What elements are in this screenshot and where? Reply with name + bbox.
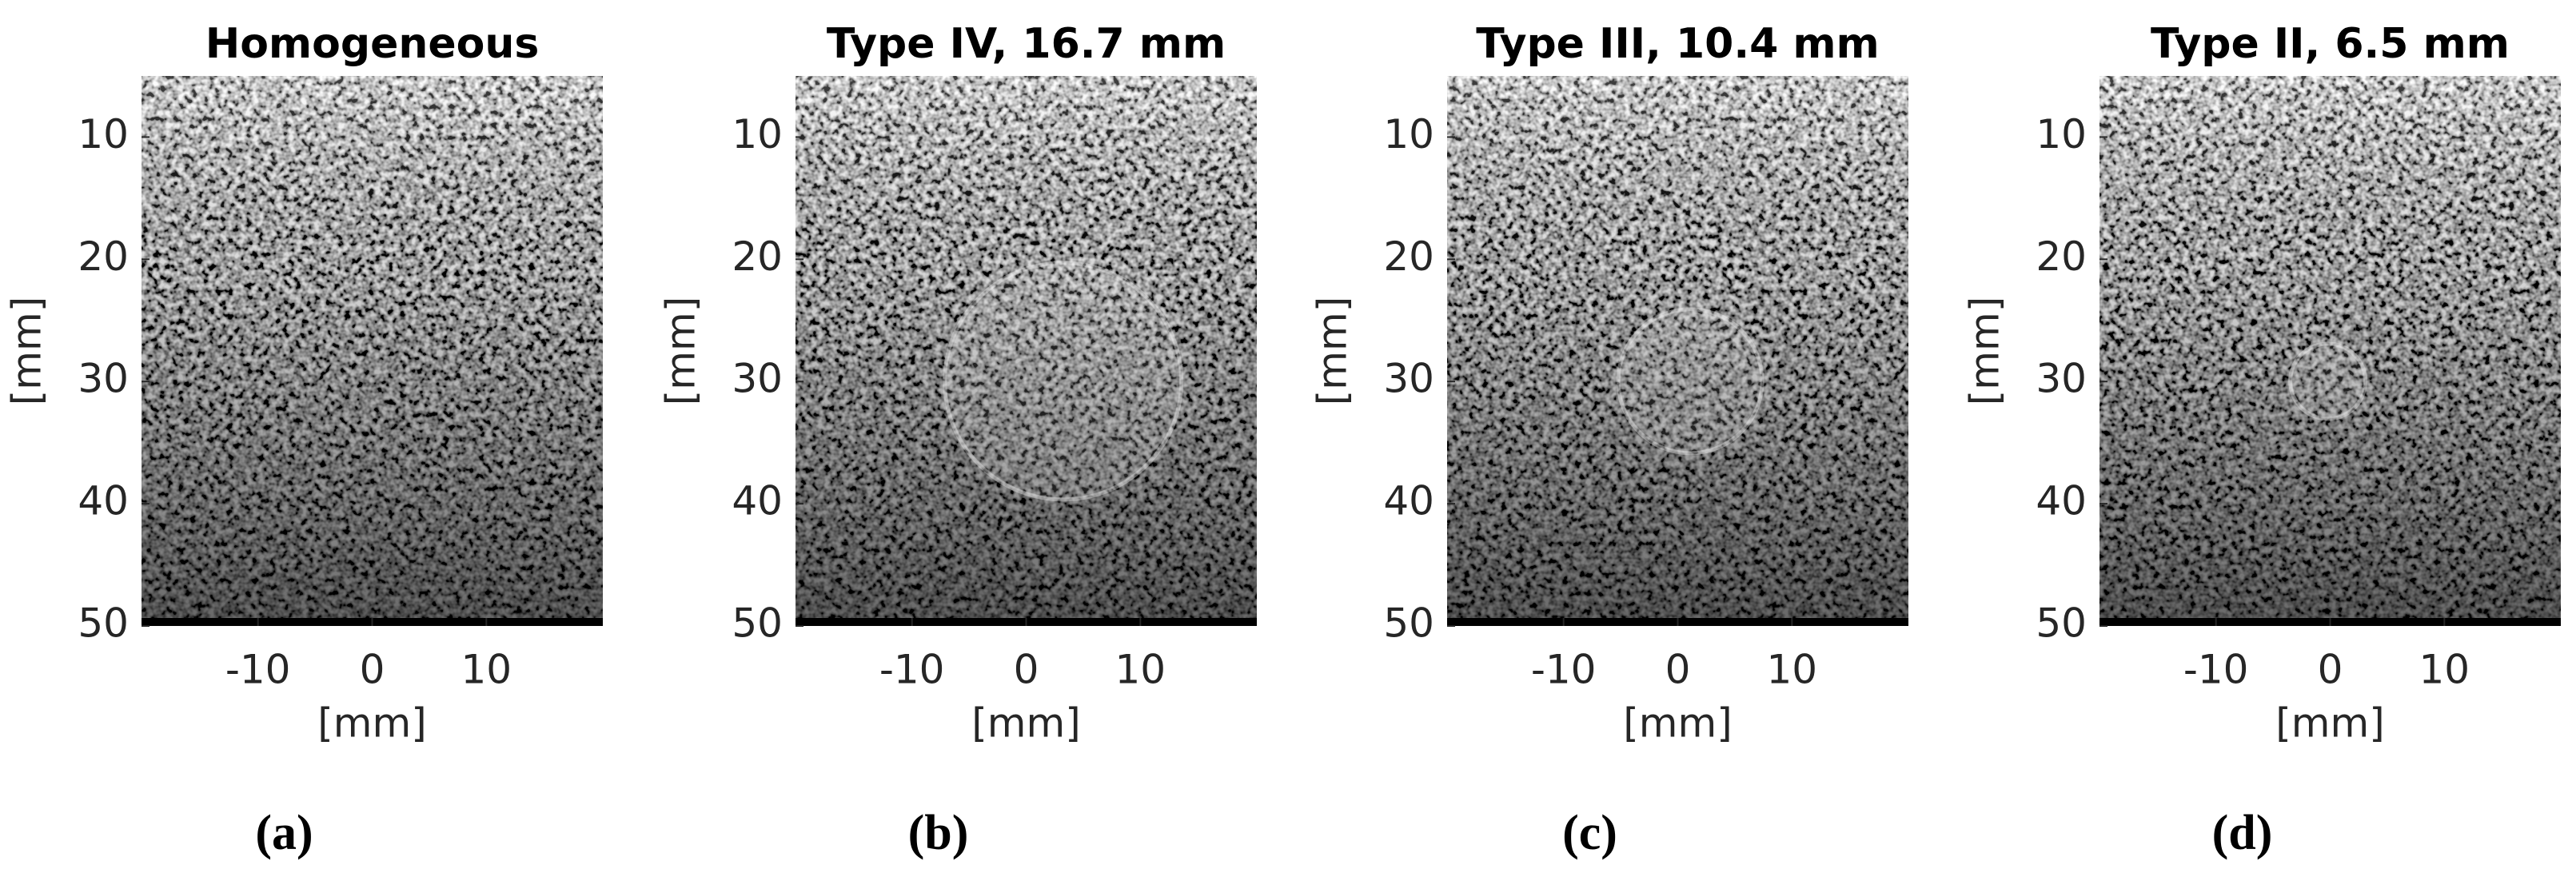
x-tick-label: 10 <box>1767 647 1818 693</box>
x-tick-label: 10 <box>461 647 512 693</box>
y-axis-label: [mm] <box>4 297 50 405</box>
y-axis-label: [mm] <box>1962 297 2008 405</box>
x-axis-label: [mm] <box>1623 700 1732 747</box>
x-tick-label: 10 <box>2419 647 2470 693</box>
y-tick-label: 30 <box>2036 356 2087 402</box>
panel: Homogeneous -10 0 10 10 20 30 40 50 [mm] [mm] (a) <box>4 20 603 860</box>
panel-title: Type IV, 16.7 mm <box>827 20 1226 68</box>
x-tick-label: 0 <box>1665 647 1691 693</box>
x-axis-label: [mm] <box>2275 700 2384 747</box>
y-tick-label: 20 <box>1383 233 1434 280</box>
y-axis-label: [mm] <box>1310 297 1356 405</box>
y-tick-label: 40 <box>1383 478 1434 524</box>
panel-title: Type III, 10.4 mm <box>1476 20 1879 68</box>
panel-title: Type II, 6.5 mm <box>2151 20 2510 68</box>
y-tick-label: 50 <box>2036 600 2087 647</box>
x-axis-label: [mm] <box>317 700 426 747</box>
depth-shading <box>1447 76 1908 626</box>
y-tick-label: 20 <box>732 233 783 280</box>
y-tick-label: 50 <box>1383 600 1434 647</box>
y-tick-label: 40 <box>732 478 783 524</box>
y-tick-label: 30 <box>1383 356 1434 402</box>
panel: Type III, 10.4 mm -10 0 10 10 20 30 40 50 [mm] [mm… <box>1310 20 1908 860</box>
x-tick-label: -10 <box>879 647 945 693</box>
inclusion <box>943 261 1184 502</box>
depth-shading <box>796 76 1257 626</box>
y-tick-label: 20 <box>2036 233 2087 280</box>
panel-caption: (c) <box>1562 806 1617 860</box>
y-tick-label: 10 <box>732 111 783 157</box>
inclusion <box>1616 307 1765 456</box>
panel-caption: (a) <box>255 806 313 860</box>
x-tick-label: -10 <box>2183 647 2249 693</box>
y-tick-label: 40 <box>78 478 129 524</box>
y-tick-label: 50 <box>732 600 783 647</box>
y-tick-label: 50 <box>78 600 129 647</box>
depth-shading <box>2099 76 2561 626</box>
x-tick-label: 10 <box>1115 647 1166 693</box>
x-tick-label: 0 <box>2318 647 2343 693</box>
y-tick-label: 30 <box>78 356 129 402</box>
x-tick-label: 0 <box>360 647 385 693</box>
x-tick-label: -10 <box>225 647 291 693</box>
y-axis-label: [mm] <box>658 297 704 405</box>
x-tick-label: -10 <box>1531 647 1597 693</box>
panel-caption: (d) <box>2212 806 2273 860</box>
panel-title: Homogeneous <box>205 20 540 68</box>
y-tick-label: 10 <box>2036 111 2087 157</box>
inclusion <box>2288 341 2368 421</box>
depth-shading <box>142 76 603 626</box>
y-tick-label: 40 <box>2036 478 2087 524</box>
y-tick-label: 30 <box>732 356 783 402</box>
y-tick-label: 10 <box>78 111 129 157</box>
y-tick-label: 20 <box>78 233 129 280</box>
x-tick-label: 0 <box>1014 647 1039 693</box>
panel: Type IV, 16.7 mm -10 0 10 10 20 30 40 50 [mm] [mm]… <box>658 20 1257 860</box>
y-tick-label: 10 <box>1383 111 1434 157</box>
panel: Type II, 6.5 mm -10 0 10 10 20 30 40 50 [mm] [mm] (… <box>1962 20 2561 860</box>
panel-caption: (b) <box>908 806 969 860</box>
x-axis-label: [mm] <box>971 700 1080 747</box>
